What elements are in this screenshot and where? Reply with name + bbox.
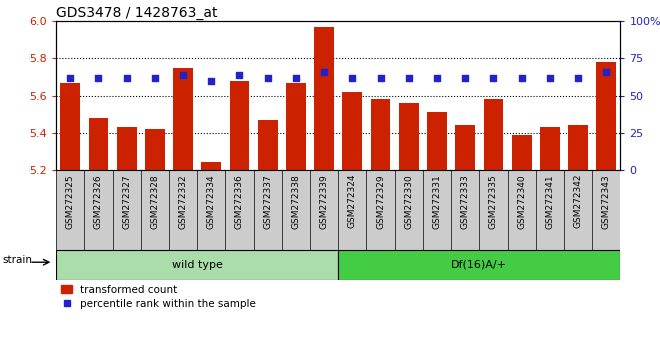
Point (403, 75, 414, 81)
Point (234, 72, 245, 78)
Text: GSM272339: GSM272339 (319, 174, 329, 229)
FancyBboxPatch shape (84, 170, 112, 250)
Bar (455, 125, 475, 170)
FancyBboxPatch shape (169, 170, 197, 250)
Bar (88, 118, 108, 170)
FancyBboxPatch shape (451, 170, 479, 250)
FancyBboxPatch shape (282, 170, 310, 250)
Bar (484, 99, 504, 170)
Point (516, 75, 527, 81)
Point (544, 75, 555, 81)
Text: GSM272325: GSM272325 (66, 174, 75, 229)
FancyBboxPatch shape (225, 170, 253, 250)
Point (150, 75, 160, 81)
Point (206, 78, 216, 84)
Text: GSM272329: GSM272329 (376, 174, 385, 229)
Point (460, 75, 471, 81)
Text: GSM272340: GSM272340 (517, 174, 526, 229)
FancyBboxPatch shape (141, 170, 169, 250)
FancyBboxPatch shape (508, 170, 536, 250)
Point (573, 75, 583, 81)
Bar (60, 82, 80, 170)
Text: Df(16)A/+: Df(16)A/+ (451, 259, 508, 270)
FancyBboxPatch shape (479, 170, 508, 250)
Text: GSM272332: GSM272332 (179, 174, 187, 229)
FancyBboxPatch shape (56, 170, 84, 250)
Bar (258, 120, 278, 170)
Bar (512, 135, 531, 170)
Point (601, 69, 612, 75)
Bar (56, 250, 338, 280)
Point (376, 75, 386, 81)
Bar (145, 129, 165, 170)
Text: GSM272338: GSM272338 (292, 174, 300, 229)
Text: strain: strain (3, 255, 33, 265)
Text: GSM272341: GSM272341 (545, 174, 554, 229)
Bar (568, 125, 588, 170)
Point (65, 75, 75, 81)
Text: GSM272336: GSM272336 (235, 174, 244, 229)
Point (290, 75, 301, 81)
Text: GSM272330: GSM272330 (405, 174, 413, 229)
Bar (399, 103, 418, 170)
Text: GSM272327: GSM272327 (122, 174, 131, 229)
Bar (338, 250, 620, 280)
Point (93, 75, 104, 81)
Text: wild type: wild type (172, 259, 222, 270)
Point (432, 75, 442, 81)
Text: GSM272342: GSM272342 (574, 174, 583, 228)
Text: GSM272333: GSM272333 (461, 174, 470, 229)
Bar (230, 81, 249, 170)
FancyBboxPatch shape (112, 170, 141, 250)
Bar (597, 62, 616, 170)
Bar (343, 92, 362, 170)
Text: GSM272324: GSM272324 (348, 174, 357, 228)
Point (263, 75, 273, 81)
Legend: transformed count, percentile rank within the sample: transformed count, percentile rank withi… (61, 285, 256, 309)
FancyBboxPatch shape (366, 170, 395, 250)
FancyBboxPatch shape (395, 170, 423, 250)
Point (347, 75, 358, 81)
FancyBboxPatch shape (197, 170, 225, 250)
Bar (314, 27, 334, 170)
FancyBboxPatch shape (253, 170, 282, 250)
Point (121, 75, 132, 81)
Point (488, 75, 499, 81)
Text: GSM272326: GSM272326 (94, 174, 103, 229)
FancyBboxPatch shape (423, 170, 451, 250)
Bar (427, 112, 447, 170)
Bar (201, 162, 221, 170)
Text: GSM272328: GSM272328 (150, 174, 159, 229)
FancyBboxPatch shape (592, 170, 620, 250)
Bar (173, 68, 193, 170)
Point (319, 69, 329, 75)
FancyBboxPatch shape (536, 170, 564, 250)
Bar (117, 127, 137, 170)
Bar (540, 127, 560, 170)
Text: GSM272335: GSM272335 (489, 174, 498, 229)
Text: GSM272331: GSM272331 (432, 174, 442, 229)
Bar (371, 99, 391, 170)
FancyBboxPatch shape (338, 170, 366, 250)
Text: GSM272334: GSM272334 (207, 174, 216, 229)
Text: GSM272337: GSM272337 (263, 174, 272, 229)
Bar (286, 82, 306, 170)
Point (178, 72, 188, 78)
Text: GSM272343: GSM272343 (602, 174, 611, 229)
Text: GDS3478 / 1428763_at: GDS3478 / 1428763_at (56, 6, 218, 20)
FancyBboxPatch shape (310, 170, 338, 250)
FancyBboxPatch shape (564, 170, 592, 250)
